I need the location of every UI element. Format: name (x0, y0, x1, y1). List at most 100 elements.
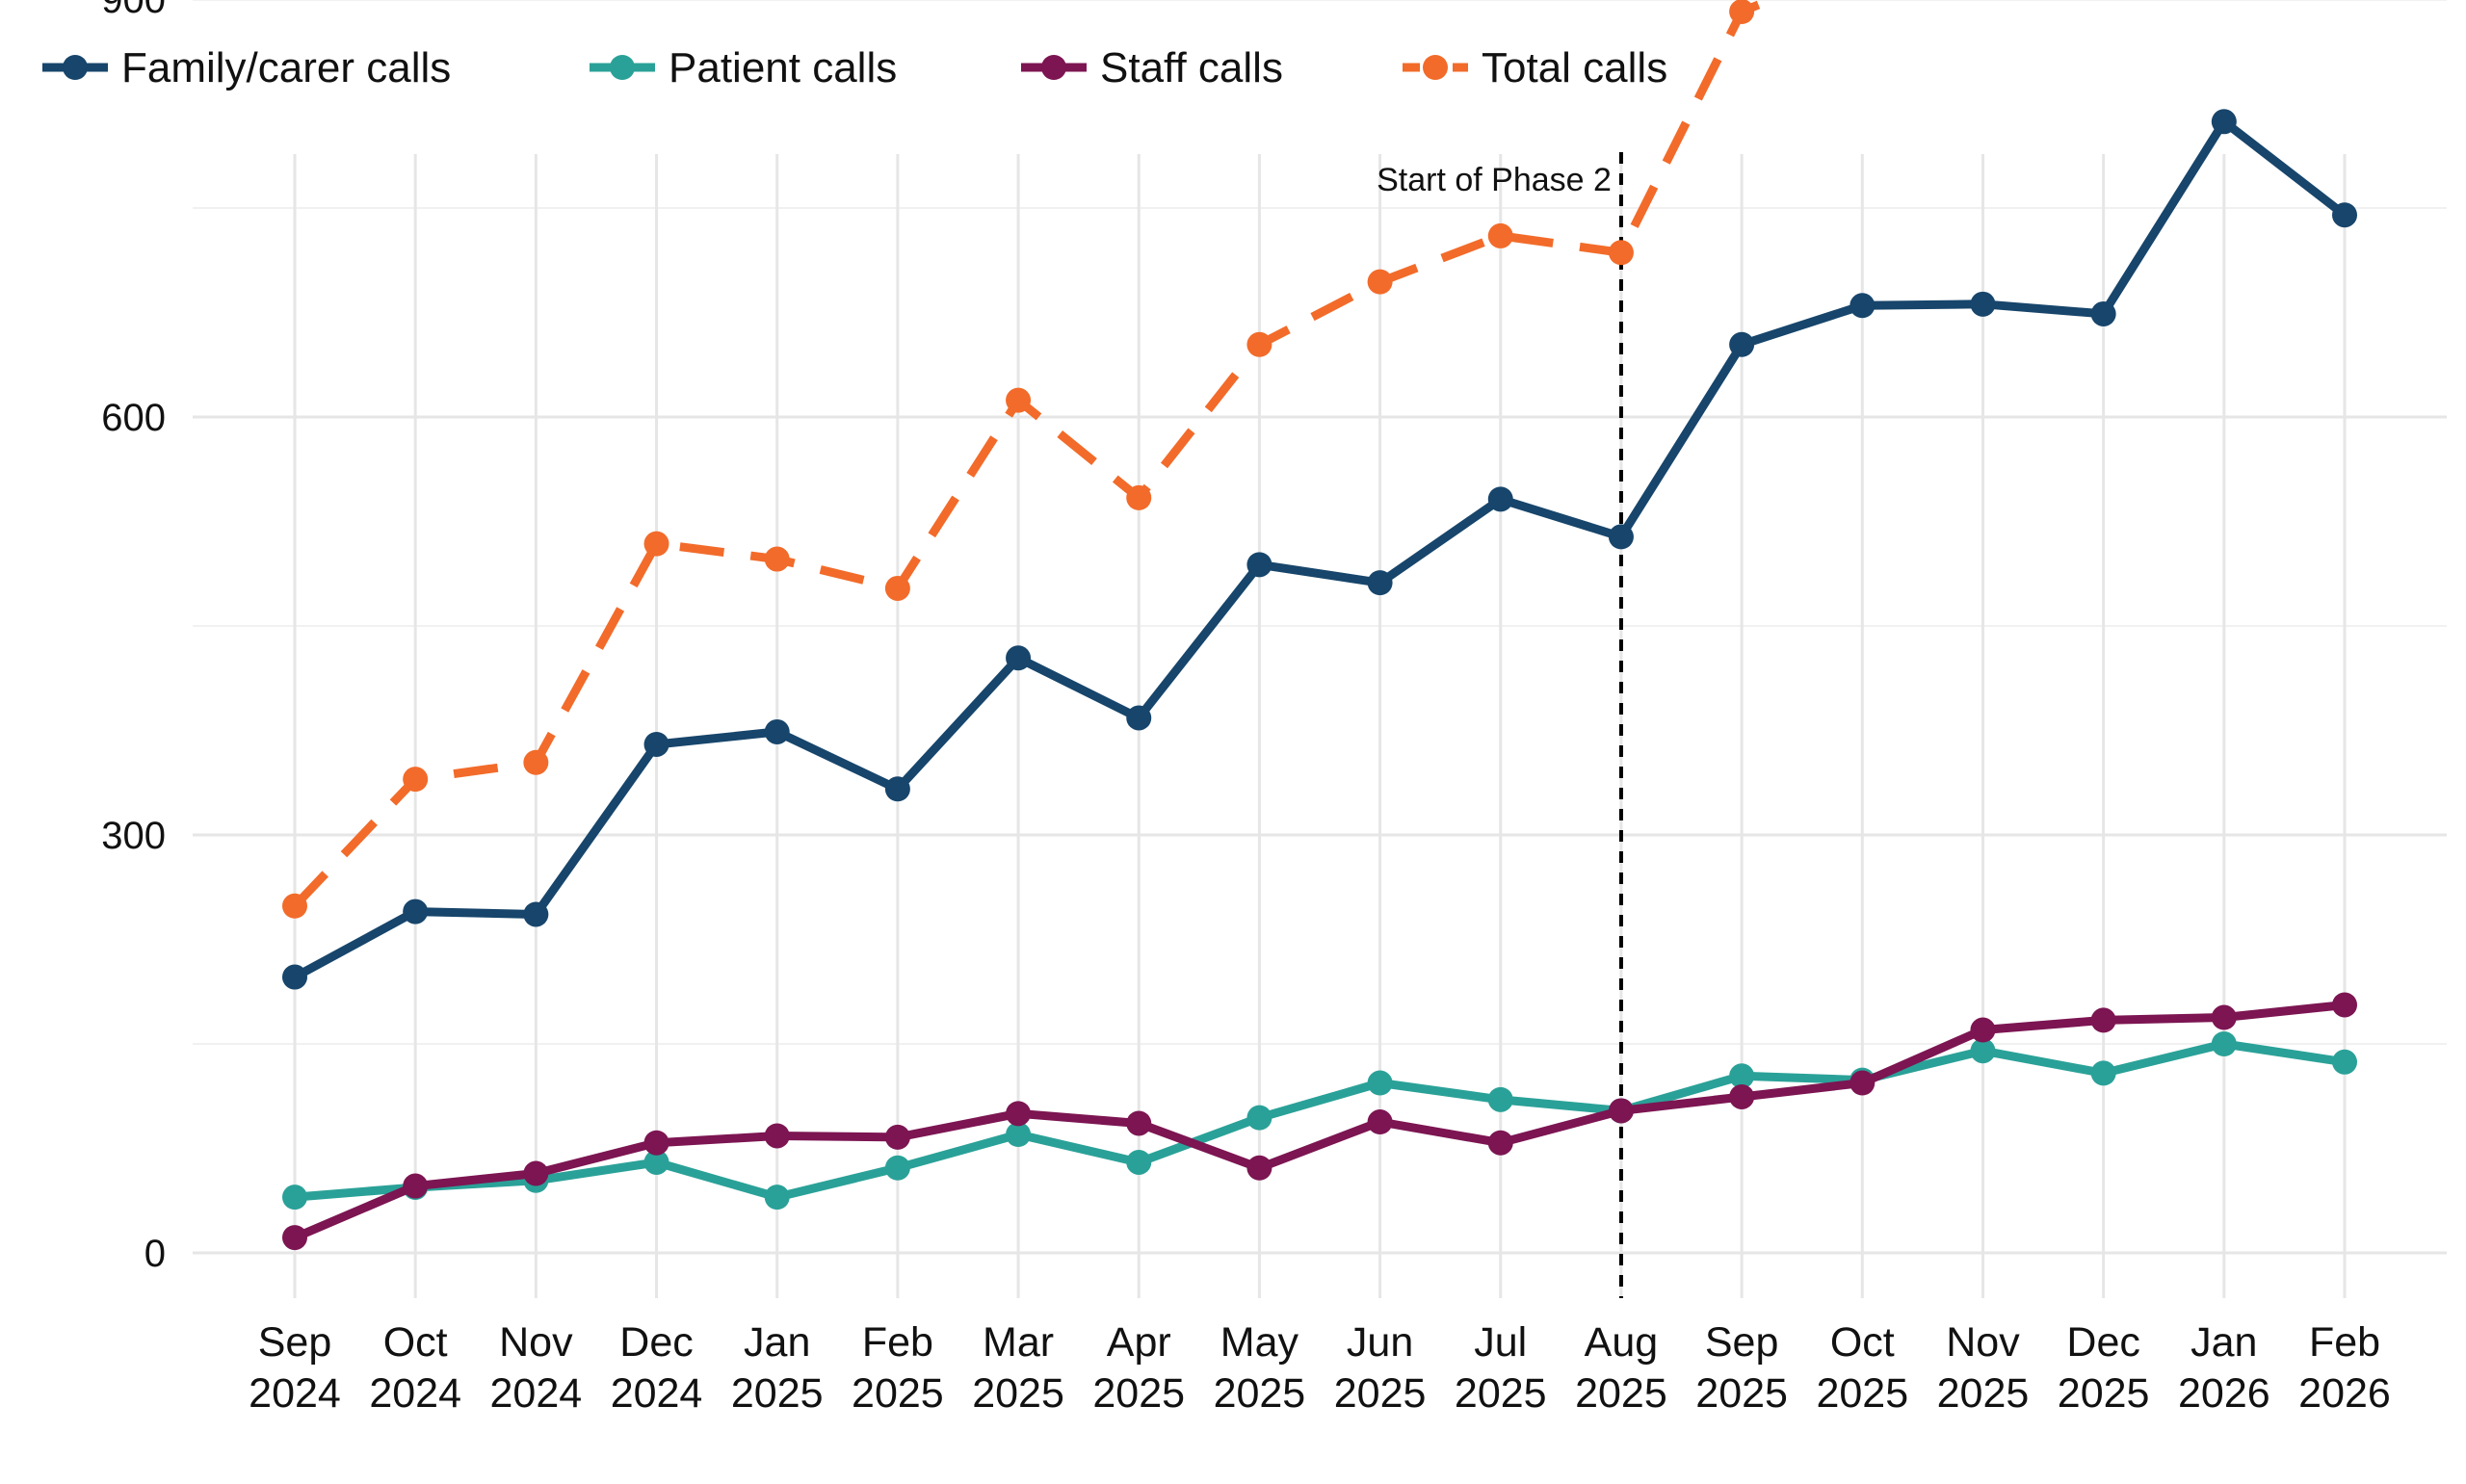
series-family-carer-calls (282, 109, 2357, 990)
data-point (1367, 570, 1393, 596)
data-point (884, 776, 910, 802)
data-point (282, 893, 307, 919)
x-tick-label: Jun 2025 (1334, 1319, 1427, 1417)
legend-item-patient-calls: Patient calls (590, 44, 897, 91)
legend-swatch-marker (1041, 55, 1066, 80)
data-point (1006, 645, 1032, 671)
data-point (1487, 1130, 1513, 1156)
data-point (282, 1185, 307, 1211)
legend-item-staff-calls: Staff calls (1021, 44, 1283, 91)
series-line-total-calls (291, 0, 1782, 909)
axis-layer: 0 300 600 900 Sep 2024 Oct 2024 Nov 2024 Dec 2024 Ja… (101, 0, 2391, 1417)
x-tick-label: Nov 2025 (1937, 1319, 2030, 1417)
data-point (282, 1225, 307, 1251)
phase-annotation-label: Start of Phase 2 (1377, 162, 1612, 198)
x-tick-label: Sep 2025 (1695, 1319, 1788, 1417)
data-point (2211, 1004, 2237, 1030)
data-point (2332, 992, 2357, 1018)
data-point (2090, 1007, 2116, 1033)
x-tick-label: Jan 2026 (2178, 1319, 2270, 1417)
data-point (1487, 1086, 1513, 1112)
x-tick-label: Jul 2025 (1455, 1319, 1547, 1417)
data-point (1126, 484, 1152, 510)
data-point (1608, 240, 1634, 266)
series-line-staff-calls (293, 1001, 2346, 1242)
data-point (884, 1155, 910, 1181)
x-tick-label: Sep 2024 (249, 1319, 341, 1417)
legend-label: Family/carer calls (121, 44, 451, 91)
data-point (1608, 524, 1634, 550)
legend-label: Staff calls (1100, 44, 1283, 91)
data-point (1246, 331, 1272, 357)
series-staff-calls (282, 992, 2357, 1251)
legend: Family/carer calls Patient calls Staff cal… (42, 44, 1667, 91)
series-layer (282, 0, 2357, 1251)
data-point (1729, 0, 1755, 25)
data-point (2332, 1049, 2357, 1075)
data-point (1126, 1110, 1152, 1136)
legend-swatch-marker (63, 55, 88, 80)
data-point (403, 1173, 429, 1199)
y-tick-label: 300 (101, 815, 166, 857)
data-point (764, 718, 790, 744)
x-tick-label: Feb 2025 (852, 1319, 944, 1417)
legend-item-family-carer-calls: Family/carer calls (42, 44, 451, 91)
x-tick-label: Dec 2024 (611, 1319, 703, 1417)
data-point (643, 731, 669, 757)
x-tick-label: Oct 2025 (1816, 1319, 1908, 1417)
data-point (1487, 486, 1513, 512)
data-point (403, 767, 429, 793)
data-point (1246, 552, 1272, 578)
x-tick-label: May 2025 (1214, 1319, 1306, 1417)
data-point (1006, 1101, 1032, 1127)
data-point (1970, 1038, 1996, 1064)
y-tick-label: 600 (101, 397, 166, 439)
data-point (764, 1123, 790, 1149)
x-tick-label: Aug 2025 (1575, 1319, 1667, 1417)
data-point (764, 1185, 790, 1211)
y-tick-label: 0 (144, 1233, 166, 1275)
data-point (2211, 1031, 2237, 1056)
data-point (1126, 705, 1152, 731)
data-point (1367, 1109, 1393, 1135)
data-point (1246, 1155, 1272, 1181)
data-point (1487, 222, 1513, 248)
legend-swatch-marker (610, 55, 635, 80)
data-point (1970, 291, 1996, 317)
legend-label: Total calls (1482, 44, 1667, 91)
data-point (1729, 1083, 1755, 1109)
data-point (884, 575, 910, 601)
data-point (1970, 1017, 1996, 1043)
data-point (2211, 109, 2237, 135)
data-point (1126, 1149, 1152, 1175)
series-line-patient-calls (294, 1039, 2346, 1202)
data-point (523, 749, 549, 775)
data-point (2332, 202, 2357, 228)
data-point (643, 1130, 669, 1156)
x-tick-label: Dec 2025 (2058, 1319, 2150, 1417)
data-point (282, 964, 307, 990)
data-point (1850, 1070, 1876, 1096)
data-point (764, 546, 790, 572)
series-patient-calls (282, 1031, 2357, 1211)
data-point (643, 1149, 669, 1175)
data-point (2090, 1060, 2116, 1086)
data-point (1006, 1122, 1032, 1148)
data-point (1006, 387, 1032, 413)
data-point (1367, 1070, 1393, 1096)
x-tick-label: Oct 2024 (369, 1319, 461, 1417)
data-point (1608, 1098, 1634, 1124)
data-point (1246, 1105, 1272, 1131)
data-point (403, 898, 429, 924)
legend-label: Patient calls (669, 44, 897, 91)
y-tick-label: 900 (101, 0, 166, 21)
series-total-calls (282, 0, 1782, 919)
x-tick-label: Jan 2025 (731, 1319, 824, 1417)
x-tick-label: Feb 2026 (2298, 1319, 2391, 1417)
x-tick-label: Apr 2025 (1092, 1319, 1185, 1417)
series-line-family-carer-calls (292, 117, 2348, 981)
data-point (2090, 300, 2116, 326)
data-point (523, 901, 549, 927)
